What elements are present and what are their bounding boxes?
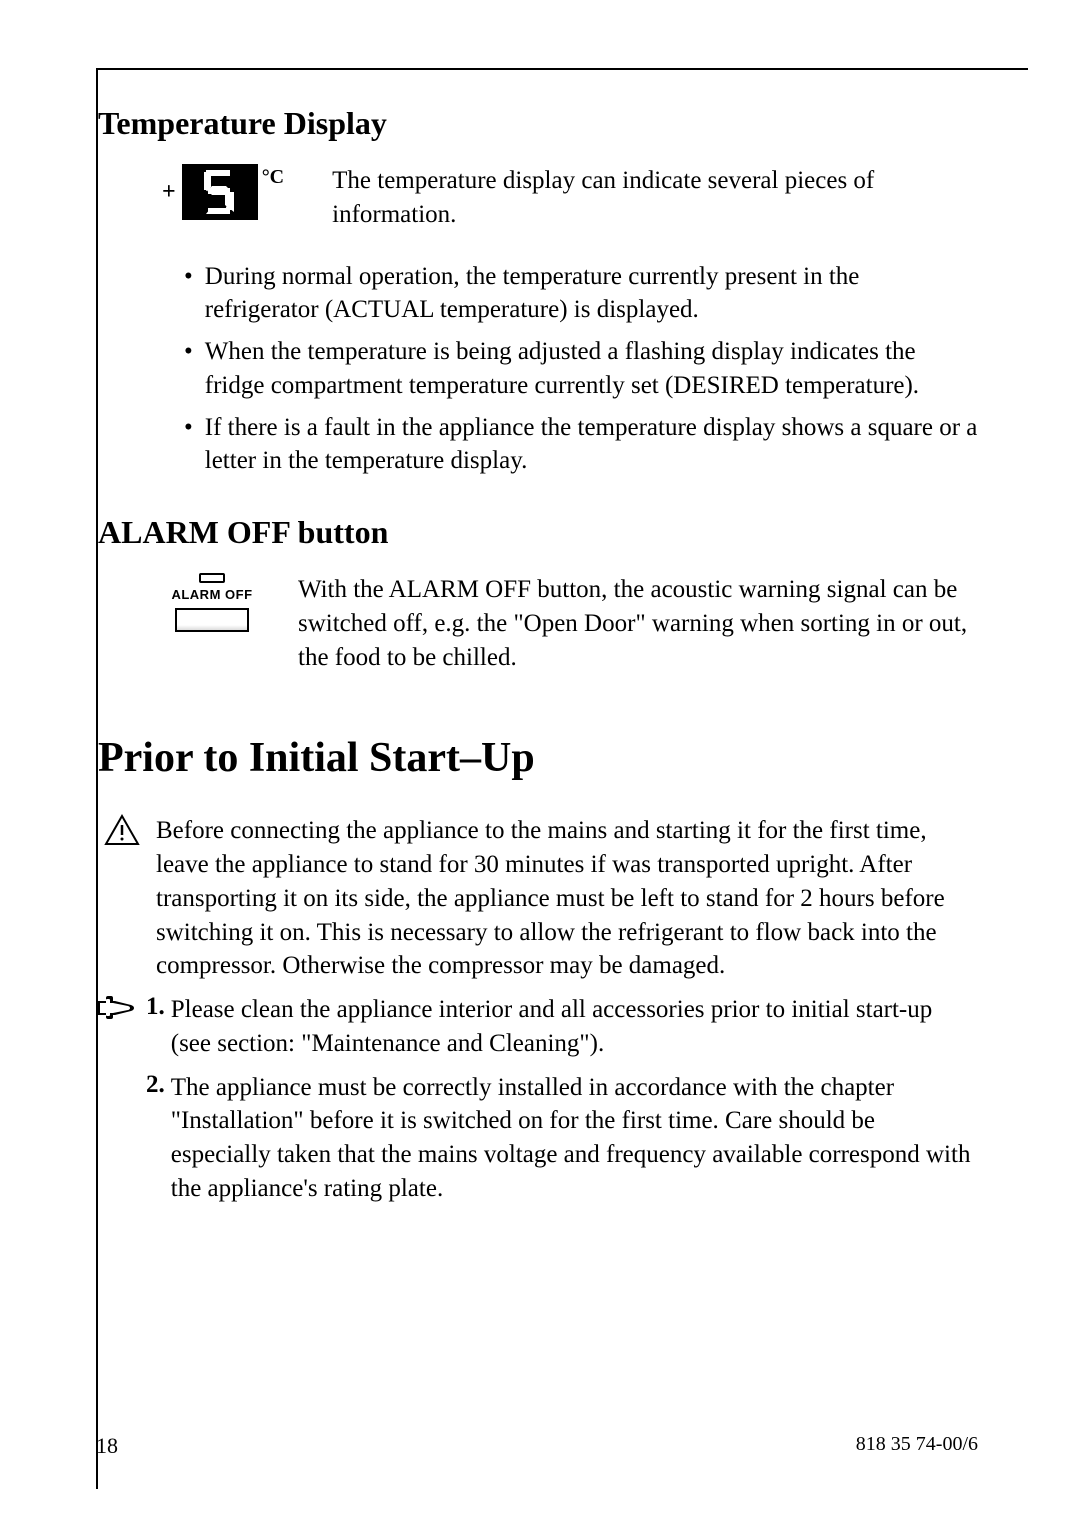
prior-startup-heading: Prior to Initial Start–Up bbox=[98, 734, 978, 782]
startup-content: Before connecting the appliance to the m… bbox=[98, 814, 978, 1205]
bullet-text: If there is a fault in the appliance the… bbox=[205, 411, 978, 479]
step-text: Please clean the appliance interior and … bbox=[171, 993, 978, 1061]
page-footer: 18 818 35 74-00/6 bbox=[98, 1433, 1028, 1459]
pointing-hand-icon bbox=[96, 993, 140, 1024]
warning-text: Before connecting the appliance to the m… bbox=[156, 814, 978, 983]
bullet-item: • If there is a fault in the appliance t… bbox=[184, 411, 978, 479]
temp-display-graphic: + bbox=[162, 164, 284, 220]
bullet-dot-icon: • bbox=[184, 411, 193, 479]
alarm-off-graphic: ALARM OFF bbox=[162, 573, 262, 632]
bullet-item: • During normal operation, the temperatu… bbox=[184, 260, 978, 328]
bullet-dot-icon: • bbox=[184, 335, 193, 403]
temp-lcd-box bbox=[182, 164, 258, 220]
alarm-led-icon bbox=[199, 573, 225, 583]
bullet-text: When the temperature is being adjusted a… bbox=[205, 335, 978, 403]
alarm-off-heading: ALARM OFF button bbox=[98, 514, 978, 551]
temp-celsius-label: °C bbox=[262, 166, 284, 189]
page-frame: Temperature Display + bbox=[96, 68, 1028, 1489]
page-number: 18 bbox=[96, 1433, 118, 1459]
step-number: 1. bbox=[146, 993, 165, 1021]
temp-display-heading: Temperature Display bbox=[98, 105, 978, 142]
step-row: 1. Please clean the appliance interior a… bbox=[146, 993, 978, 1061]
alarm-off-text: With the ALARM OFF button, the acoustic … bbox=[298, 573, 978, 674]
temp-plus-sign: + bbox=[162, 179, 176, 206]
temp-intro-text: The temperature display can indicate sev… bbox=[332, 164, 978, 232]
alarm-row: ALARM OFF With the ALARM OFF button, the… bbox=[98, 573, 978, 674]
bullet-dot-icon: • bbox=[184, 260, 193, 328]
seven-segment-5-icon bbox=[200, 168, 240, 216]
temp-bullet-list: • During normal operation, the temperatu… bbox=[184, 260, 978, 479]
step-text: The appliance must be correctly installe… bbox=[171, 1071, 978, 1206]
content-area: Temperature Display + bbox=[98, 105, 978, 1206]
bullet-text: During normal operation, the temperature… bbox=[205, 260, 978, 328]
alarm-off-label: ALARM OFF bbox=[162, 587, 262, 602]
bullet-item: • When the temperature is being adjusted… bbox=[184, 335, 978, 403]
step-row: 2. The appliance must be correctly insta… bbox=[146, 1071, 978, 1206]
warning-row: Before connecting the appliance to the m… bbox=[146, 814, 978, 983]
step-number: 2. bbox=[146, 1071, 165, 1099]
document-number: 818 35 74-00/6 bbox=[856, 1433, 978, 1459]
temp-display-row: + bbox=[98, 164, 978, 232]
alarm-off-button-icon bbox=[175, 608, 249, 632]
warning-triangle-icon bbox=[104, 814, 140, 851]
